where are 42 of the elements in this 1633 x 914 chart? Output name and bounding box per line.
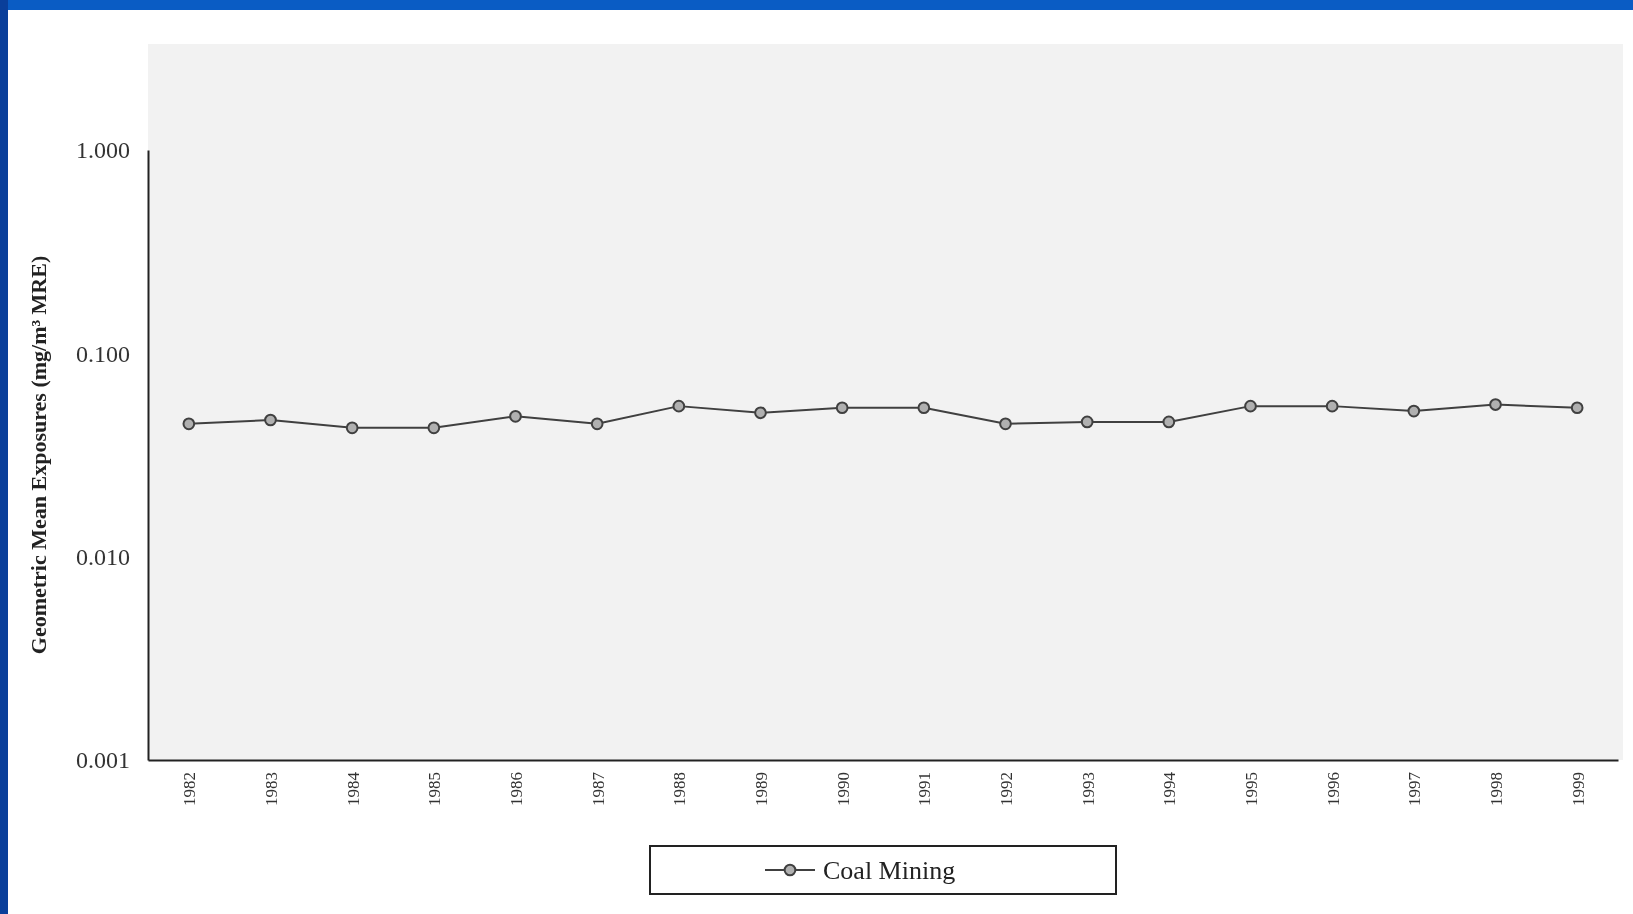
- y-tick-label: 1.000: [76, 137, 130, 164]
- point: [672, 399, 686, 413]
- point: [590, 417, 604, 431]
- x-tick-label: 1991: [915, 772, 935, 806]
- point: [917, 401, 931, 415]
- x-tick-label: 1985: [425, 772, 445, 806]
- point: [264, 413, 277, 427]
- point: [1244, 399, 1257, 413]
- x-tick-label: 1992: [996, 772, 1016, 806]
- x-tick-label: 1996: [1323, 772, 1343, 806]
- x-tick-label: 1998: [1486, 772, 1506, 806]
- y-tick-label: 0.010: [76, 543, 130, 570]
- x-tick-label: 1986: [506, 772, 526, 806]
- x-tick-label: 1983: [261, 772, 281, 806]
- point: [1080, 415, 1094, 429]
- point: [1407, 404, 1421, 418]
- x-tick-label: 1993: [1078, 772, 1098, 806]
- point: [427, 421, 441, 435]
- y-tick-label: 0.100: [76, 340, 130, 367]
- legend-label: Coal Mining: [823, 856, 956, 886]
- x-tick-label: 1982: [180, 772, 200, 806]
- x-tick-label: 1989: [751, 772, 771, 806]
- x-tick-label: 1994: [1160, 771, 1180, 806]
- point: [754, 406, 767, 420]
- point: [182, 417, 196, 431]
- point: [1570, 401, 1584, 415]
- x-tick-label: 1984: [343, 771, 363, 806]
- x-tick-label: 1997: [1405, 771, 1425, 806]
- x-tick-label: 1995: [1241, 772, 1261, 806]
- point: [999, 417, 1012, 431]
- x-tick-label: 1988: [670, 772, 690, 806]
- point: [835, 401, 849, 415]
- y-axis-title: Geometric Mean Exposures (mg/m³ MRE): [26, 255, 51, 655]
- point: [1325, 399, 1339, 413]
- x-tick-label: 1987: [588, 771, 608, 806]
- point: [1162, 415, 1176, 429]
- point: [345, 421, 359, 435]
- y-tick-label: 0.001: [76, 747, 130, 774]
- x-tick-label: 1990: [833, 772, 853, 806]
- x-tick-label: 1999: [1568, 772, 1588, 806]
- point: [509, 409, 522, 423]
- point: [1489, 398, 1502, 411]
